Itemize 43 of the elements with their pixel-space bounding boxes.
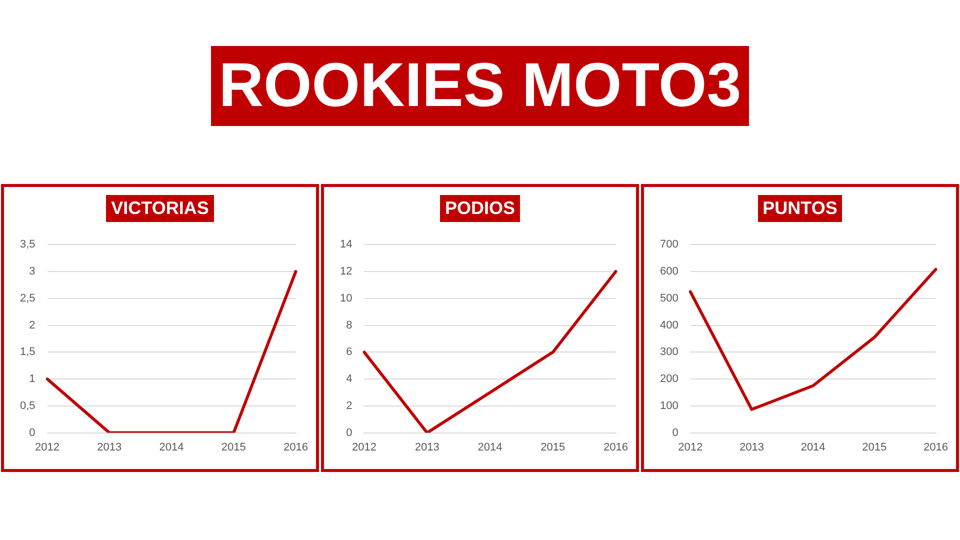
- y-tick-label: 500: [660, 292, 678, 304]
- x-tick-label: 2013: [414, 441, 440, 454]
- y-tick-label: 10: [340, 292, 352, 304]
- x-tick-label: 2014: [800, 441, 826, 454]
- x-tick-label: 2013: [97, 441, 122, 454]
- chart-title: PUNTOS: [758, 195, 842, 222]
- y-tick-label: 4: [346, 373, 352, 386]
- y-tick-label: 0: [346, 426, 352, 439]
- x-tick-label: 2015: [221, 441, 246, 454]
- y-tick-label: 14: [340, 238, 352, 251]
- y-tick-label: 200: [660, 373, 678, 386]
- y-tick-label: 12: [340, 266, 352, 278]
- y-tick-label: 400: [660, 319, 678, 332]
- y-tick-label: 6: [346, 346, 352, 358]
- x-tick-label: 2015: [540, 441, 566, 454]
- x-tick-label: 2012: [352, 441, 376, 454]
- y-tick-label: 2: [346, 400, 352, 412]
- y-tick-label: 0: [29, 426, 36, 439]
- x-tick-label: 2013: [739, 441, 764, 454]
- chart-title: VICTORIAS: [106, 195, 214, 222]
- text: ROOKIES MOTO3: [210, 46, 750, 126]
- y-tick-label: 2: [29, 319, 36, 332]
- y-tick-label: 2,5: [20, 292, 36, 304]
- y-tick-label: 3: [29, 266, 36, 278]
- y-tick-label: 700: [660, 238, 678, 251]
- y-tick-label: 100: [660, 400, 678, 412]
- y-tick-label: 1,5: [20, 346, 36, 358]
- x-tick-label: 2014: [478, 441, 502, 454]
- x-tick-label: 2012: [35, 441, 60, 454]
- y-tick-label: 8: [346, 319, 352, 332]
- chart-title: PODIOS: [440, 195, 520, 222]
- y-tick-label: 0,5: [20, 400, 36, 412]
- y-tick-label: 600: [660, 266, 678, 278]
- x-tick-label: 2012: [678, 441, 703, 454]
- y-tick-label: 300: [660, 346, 678, 358]
- x-tick-label: 2016: [604, 441, 628, 454]
- y-tick-label: 0: [672, 426, 678, 439]
- y-tick-label: 3,5: [20, 238, 36, 251]
- x-tick-label: 2015: [862, 441, 887, 454]
- x-tick-label: 2016: [924, 441, 948, 454]
- x-tick-label: 2016: [284, 441, 308, 454]
- y-tick-label: 1: [29, 373, 36, 386]
- x-tick-label: 2014: [159, 441, 184, 454]
